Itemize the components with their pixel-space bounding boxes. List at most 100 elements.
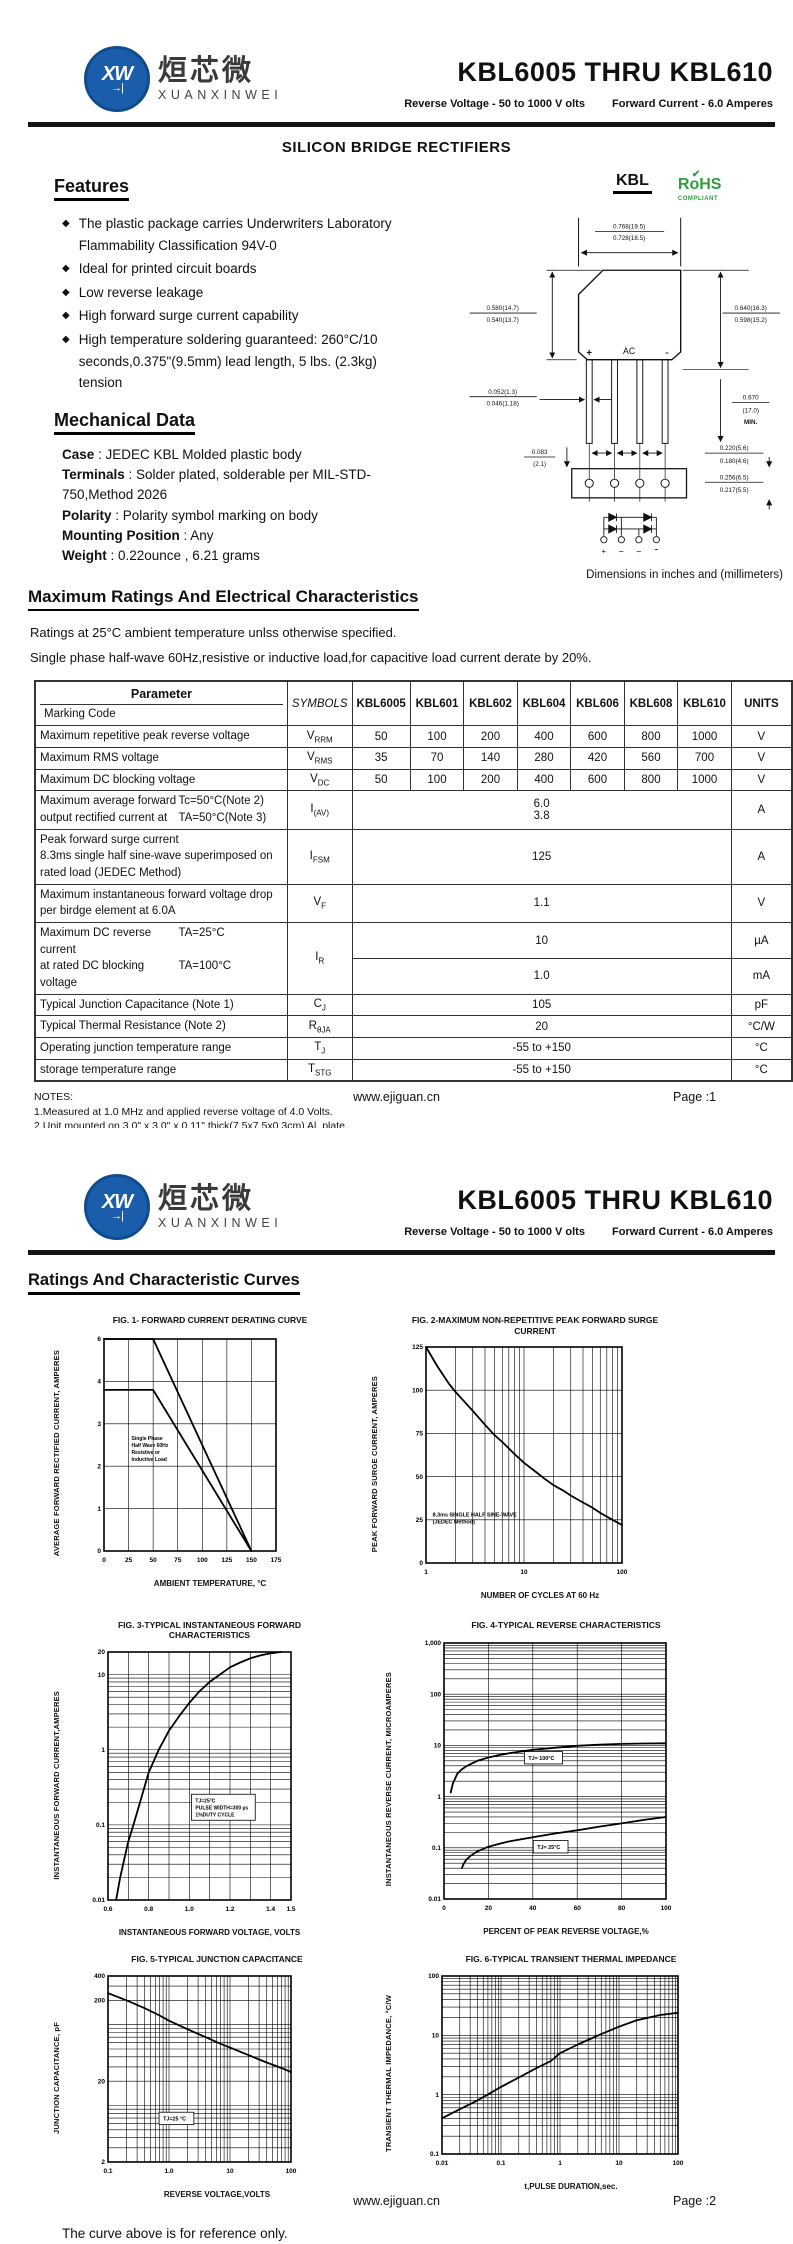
mechanical-data-list: Case : JEDEC KBL Molded plastic body Ter… (62, 445, 413, 567)
package-outline-drawing: 0.768(19.5) 0.728(18.5) 0.580(14.7) 0.54… (469, 217, 780, 556)
svg-text:100: 100 (197, 1557, 208, 1564)
figure-2-chart: 8.3ms SINGLE HALF SINE-WAVE(JEDEC Method… (412, 1344, 628, 1576)
svg-text:TJ= 25°C: TJ= 25°C (537, 1845, 560, 1851)
svg-text:1.4: 1.4 (266, 1906, 275, 1913)
svg-text:0.256(6.5): 0.256(6.5) (720, 474, 749, 481)
diode-icon: →| (111, 82, 124, 94)
table-cell: Maximum instantaneous forward voltage dr… (34, 883, 288, 924)
svg-text:(JEDEC Method): (JEDEC Method) (433, 1520, 475, 1526)
feature-item: ◆ The plastic package carries Underwrite… (62, 213, 407, 256)
svg-text:1: 1 (97, 1505, 101, 1512)
svg-text:400: 400 (94, 1973, 105, 1980)
col-header-model: KBL6005 (351, 680, 411, 727)
svg-text:2: 2 (101, 2159, 105, 2166)
figure-5-chart: TJ=25 °C 0.1 1.0 10 100 400 200 20 2 (94, 1973, 297, 2175)
figure-2: FIG. 2-MAXIMUM NON-REPETITIVE PEAK FORWA… (370, 1315, 670, 1602)
svg-text:10: 10 (432, 2032, 440, 2039)
logo-monogram: XW (101, 63, 133, 85)
table-notes: NOTES: 1.Measured at 1.0 MHz and applied… (34, 1091, 348, 1128)
table-cell: °C (730, 1037, 793, 1060)
rohs-logo: ✔ RoHS COMPLIANT (678, 169, 722, 206)
svg-text:1%DUTY CYCLE: 1%DUTY CYCLE (195, 1812, 235, 1818)
table-row: Maximum DC reverse current TA=25°C at rate… (34, 922, 793, 995)
website-link[interactable]: www.ejiguan.cn (353, 1090, 440, 1104)
check-icon: ✔ (691, 169, 701, 180)
figure-5: FIG. 5-TYPICAL JUNCTION CAPACITANCE JUNC… (52, 1954, 342, 2200)
header-divider (28, 1250, 775, 1255)
mech-line: Polarity : Polarity symbol marking on bo… (62, 507, 318, 523)
page-footer: www.ejiguan.cn Page :2 (0, 2194, 793, 2208)
svg-text:100: 100 (617, 1569, 628, 1576)
svg-text:25: 25 (125, 1557, 133, 1564)
table-cell: 800 (623, 768, 679, 792)
header-subtitle: Reverse Voltage - 50 to 1000 V olts Forw… (404, 1226, 773, 1238)
svg-text:0.052(1.3): 0.052(1.3) (488, 389, 517, 396)
svg-text:Inductive Load: Inductive Load (132, 1457, 167, 1463)
table-cell: 420 (570, 747, 625, 770)
svg-text:0.083: 0.083 (532, 449, 548, 456)
svg-text:0: 0 (442, 1905, 446, 1912)
svg-text:3: 3 (97, 1421, 101, 1428)
table-cell: 280 (516, 747, 572, 770)
table-cell: 50 (351, 725, 411, 749)
svg-text:0.01: 0.01 (428, 1896, 441, 1903)
table-row: Maximum DC blocking voltage VDC 50 100 200 40… (34, 768, 793, 792)
col-header-model: KBL601 (409, 680, 465, 727)
figure-1-xlabel: AMBIENT TEMPERATURE, °C (153, 1578, 267, 1588)
table-cell: 6.0 3.8 (351, 790, 732, 830)
svg-text:0.6: 0.6 (103, 1906, 112, 1913)
table-cell: IFSM (286, 828, 353, 885)
ratings-table: Parameter Marking Code SYMBOLS KBL6005 K… (34, 680, 793, 1083)
table-row: Maximum RMS voltage VRMS 35 70 140 280 420 560 7… (34, 747, 793, 770)
logo-icon: XW →| (84, 46, 150, 112)
figure-1: FIG. 1- FORWARD CURRENT DERATING CURVE A… (52, 1315, 328, 1589)
table-cell: °C (730, 1058, 793, 1082)
svg-text:75: 75 (174, 1557, 182, 1564)
forward-current-spec: Forward Current - 6.0 Amperes (612, 1226, 773, 1238)
table-cell: °C/W (730, 1015, 793, 1039)
table-cell: 35 (351, 747, 411, 770)
dimensions-caption: Dimensions in inches and (millimeters) (586, 569, 783, 581)
svg-text:MIN.: MIN. (744, 419, 758, 426)
svg-text:80: 80 (618, 1905, 626, 1912)
svg-text:0.1: 0.1 (96, 1822, 105, 1829)
table-row: Maximum instantaneous forward voltage dr… (34, 883, 793, 924)
table-cell: TSTG (286, 1058, 353, 1082)
svg-text:Resistive or: Resistive or (132, 1450, 160, 1456)
table-cell: Maximum DC blocking voltage (34, 768, 288, 792)
table-cell: 20 (351, 1015, 732, 1039)
table-cell: VDC (286, 768, 353, 792)
table-cell: 200 (463, 768, 518, 792)
svg-text:1.2: 1.2 (225, 1906, 234, 1913)
svg-text:100: 100 (673, 2160, 684, 2167)
feature-text: Low reverse leakage (78, 284, 204, 300)
svg-text:1: 1 (424, 1569, 428, 1576)
table-cell: 10 (351, 922, 732, 959)
svg-text:-: - (655, 543, 659, 555)
table-cell: 560 (623, 747, 679, 770)
table-cell: IR (286, 922, 353, 995)
svg-text:Half Wave 60Hz: Half Wave 60Hz (132, 1443, 169, 1449)
svg-text:10: 10 (520, 1569, 528, 1576)
svg-text:1.0: 1.0 (164, 2168, 173, 2175)
svg-text:25: 25 (416, 1517, 424, 1524)
company-name: 烜芯微 XUANXINWEI (158, 1184, 282, 1230)
table-cell: Typical Thermal Resistance (Note 2) (34, 1015, 288, 1039)
table-cell: V (730, 768, 793, 792)
svg-text:100: 100 (286, 2168, 297, 2175)
part-number-title: KBL6005 THRU KBL610 (457, 1185, 773, 1215)
header-divider (28, 122, 775, 127)
figure-6-chart: 0.01 0.1 1 10 100 100 10 1 0.1 (428, 1973, 684, 2167)
page-header: XW →| 烜芯微 XUANXINWEI KBL6005 THRU KBL610… (0, 0, 793, 118)
table-row: 1.0 mA (35, 957, 793, 995)
figure-2-xlabel: NUMBER OF CYCLES AT 60 Hz (480, 1591, 600, 1601)
table-cell: -55 to +150 (351, 1058, 732, 1082)
company-name-en: XUANXINWEI (158, 1216, 283, 1230)
svg-text:50: 50 (150, 1557, 158, 1564)
website-link[interactable]: www.ejiguan.cn (353, 2194, 440, 2208)
svg-text:60: 60 (574, 1905, 582, 1912)
table-cell: Maximum average forward Tc=50°C(Note 2) ou… (34, 790, 288, 830)
table-cell: 1000 (677, 725, 732, 749)
